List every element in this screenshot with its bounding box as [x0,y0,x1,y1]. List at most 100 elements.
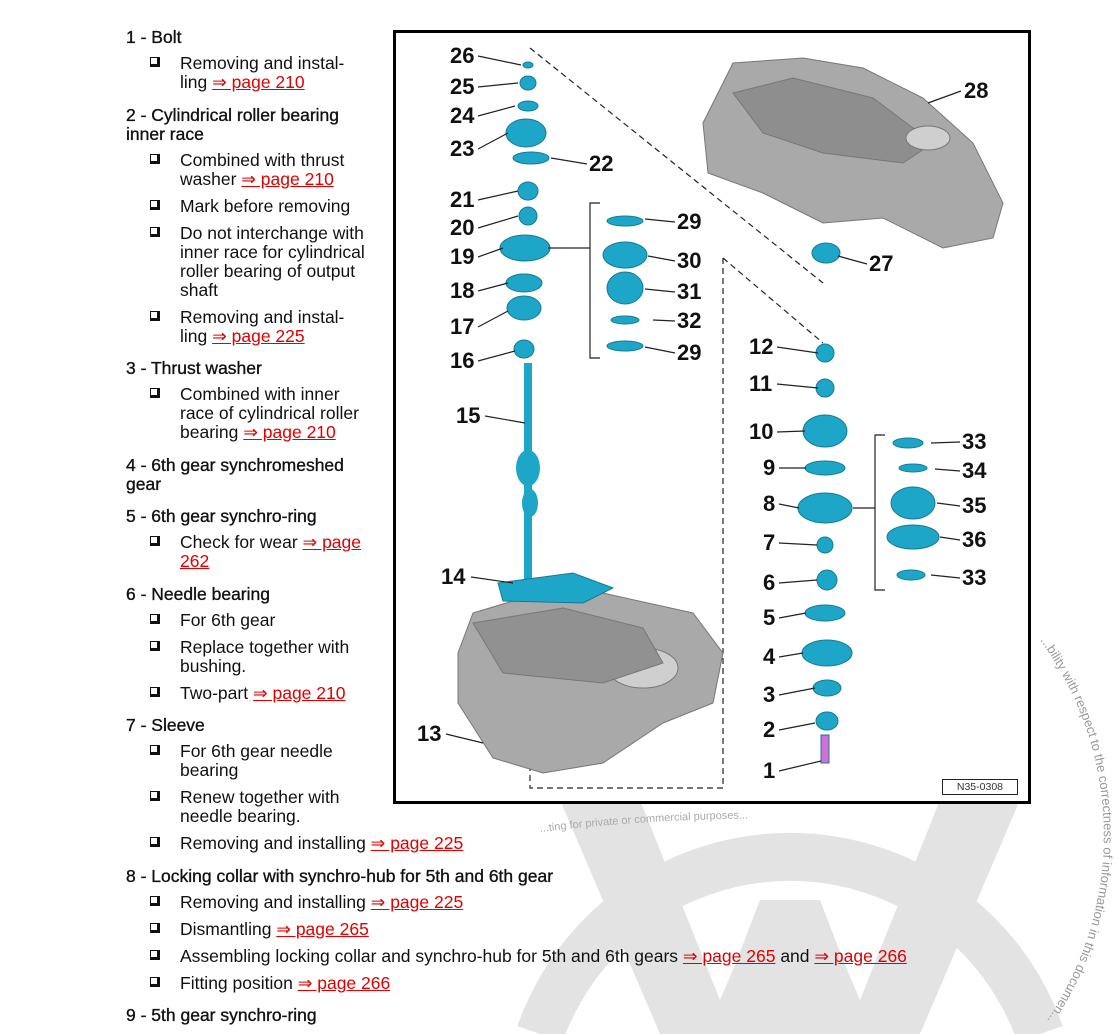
checkbox-bullet-icon [150,745,160,755]
page-link[interactable]: ⇒ page 210 [212,72,305,92]
checkbox-bullet-icon [150,536,160,546]
bullet-text: Dismantling [180,919,277,939]
gear-part [816,536,834,554]
gear-part [815,711,839,731]
checkbox-bullet-icon [150,687,160,697]
page-link[interactable]: ⇒ page 266 [297,973,391,993]
page-link[interactable]: ⇒ page 225 [370,892,464,912]
callout-number: 8 [763,491,775,516]
callout-number: 10 [749,419,773,444]
callout-number: 28 [964,78,988,103]
leader-line [644,346,676,354]
leader-line [776,346,819,354]
callout-number: 22 [589,151,613,176]
page-link[interactable]: ⇒ page 262 [180,532,362,571]
callout-number: 6 [763,570,775,595]
bullet-item: Two-part ⇒ page 210 [126,684,349,703]
gear-part [797,492,853,524]
bullet-text: For 6th gear [180,610,276,630]
input-shaft-15 [516,363,540,583]
callout-number: 4 [763,644,776,669]
list-item: 8 - Locking collar with synchro-hub for … [126,866,907,1001]
callout-number: 5 [763,605,775,630]
checkbox-bullet-icon [150,837,160,847]
bullet-text: Removing and instal- ling [180,53,345,92]
callout-number: 18 [450,278,474,303]
page-link[interactable]: ⇒ page 210 [252,683,346,703]
page-link[interactable]: ⇒ page 210 [243,422,336,442]
page-link[interactable]: ⇒ page 266 [814,946,907,966]
leader-line [930,441,961,444]
leader-line [837,255,868,265]
list-item: 4 - 6th gear synchromeshed gear [126,455,344,501]
bullet-text: For 6th gear needle bearing [180,741,333,780]
checkbox-bullet-icon [150,227,160,237]
leader-line [484,415,526,424]
bullet-text: Two-part [180,683,253,703]
item-heading: 3 - Thrust washer [126,358,262,378]
callout-number: 36 [962,527,986,552]
callout-number: 23 [450,136,474,161]
list-item: 3 - Thrust washer Combined with inner rac… [126,358,359,450]
gear-part [802,414,848,448]
bullet-text: Fitting position [180,973,298,993]
gear-part [506,295,542,321]
bullet-text: and [775,946,815,966]
callout-number: 7 [763,530,775,555]
gear-part [811,242,841,264]
diagram-parts [499,61,940,764]
gear-part [517,181,539,201]
brackets [548,202,885,591]
checkbox-bullet-icon [150,57,160,67]
bullet-item: For 6th gear [126,611,349,630]
callout-number: 29 [677,340,701,365]
callout-number: 11 [749,371,772,396]
checkbox-bullet-icon [150,311,160,321]
bullet-item: Fitting position ⇒ page 266 [126,974,907,993]
gear-part [513,339,535,359]
leader-line [477,310,509,328]
leader-line [477,105,516,117]
gear-part [505,118,547,148]
gear-part [522,61,534,69]
gear-part [801,639,853,667]
bullet-text: Combined with inner race of cylindrical … [180,384,359,442]
leader-line [778,612,807,619]
part-14 [497,572,615,604]
checkbox-bullet-icon [150,950,160,960]
callout-number: 30 [677,248,701,273]
checkbox-bullet-icon [150,200,160,210]
leader-line [778,652,804,658]
leader-line [477,82,519,88]
callout-number: 21 [450,187,474,212]
gear-part [890,486,936,520]
leader-line [776,383,819,389]
item-heading: 8 - Locking collar with synchro-hub for … [126,866,554,886]
page-link[interactable]: ⇒ page 265 [276,919,369,939]
leader-line [778,722,816,731]
checkbox-bullet-icon [150,154,160,164]
gear-part [606,340,644,352]
page-link[interactable]: ⇒ page 265 [682,946,776,966]
page-link[interactable]: ⇒ page 225 [212,326,305,346]
leader-line [445,733,484,744]
bullet-text: Removing and installing [180,833,371,853]
bullet-text: Removing and installing [180,892,371,912]
bullet-text: Assembling locking collar and synchro-hu… [180,946,683,966]
bullet-text: Combined with thrust washer [180,150,345,189]
exploded-view-diagram: 26 25 24 23 22 21 20 19 18 17 16 15 14 13 28 27 29 30 31 32… [393,30,1031,804]
leader-line [778,760,822,772]
page-link[interactable]: ⇒ page 210 [241,169,334,189]
gear-part [499,234,551,262]
callout-number: 32 [677,308,701,333]
leader-line [927,90,962,104]
bullet-item: Removing and instal- ling ⇒ page 210 [126,54,344,92]
callout-number: 17 [450,314,474,339]
item-heading: 2 - Cylindrical roller bearing inner rac… [126,105,339,144]
leader-line [644,218,676,223]
bullet-text: Mark before removing [180,196,351,216]
callout-number: 27 [869,251,893,276]
page-link[interactable]: ⇒ page 225 [370,833,464,853]
item-heading: 1 - Bolt [126,27,182,47]
callout-number: 14 [441,564,466,589]
